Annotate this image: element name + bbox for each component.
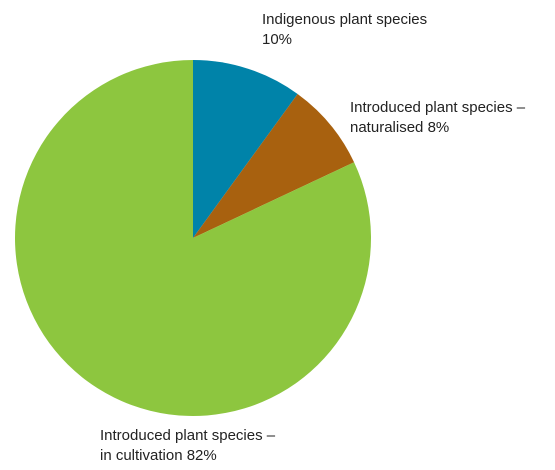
slice-label: Introduced plant species – in cultivatio… [100,426,282,466]
value-label: 8% [427,119,450,136]
slice-label: Introduced plant species – naturalised 8… [350,98,532,138]
category-label: Introduced plant species – naturalised [350,99,526,136]
category-label: Introduced plant species – in cultivatio… [100,427,276,464]
pie-slice [193,60,298,238]
pie-slice [14,60,371,416]
value-label: 10% [262,31,293,48]
pie-slice [193,93,355,239]
value-label: 82% [186,447,217,464]
slice-label: Indigenous plant species 10% [262,10,444,50]
category-label: Indigenous plant species [262,11,428,28]
